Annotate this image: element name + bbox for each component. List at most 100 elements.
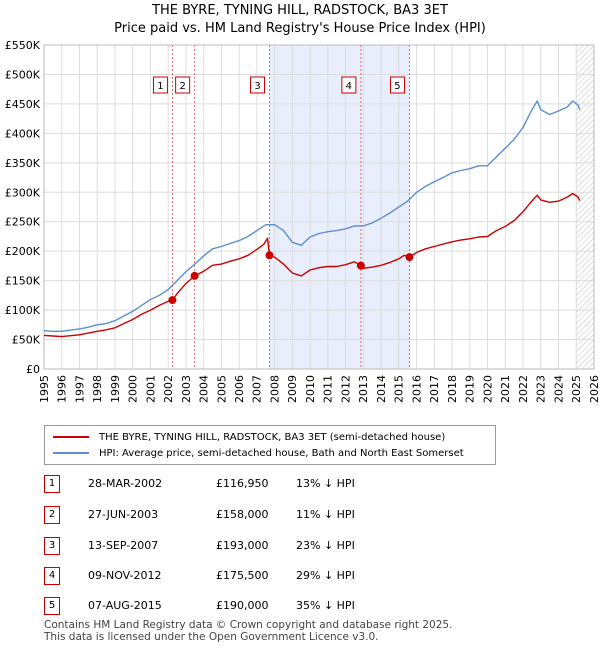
chart-subtitle: Price paid vs. HM Land Registry's House … <box>114 21 486 36</box>
x-tick-label: 2007 <box>251 375 264 403</box>
x-tick-label: 2023 <box>535 375 548 403</box>
transaction-number-badge: 4 <box>44 567 60 585</box>
x-tick-label: 2025 <box>570 375 583 403</box>
hatched-region <box>576 45 594 369</box>
x-tick-label: 2004 <box>198 375 211 403</box>
transaction-number-badge: 3 <box>44 537 60 555</box>
y-tick-label: £250K <box>5 216 41 229</box>
transaction-price: £193,000 <box>216 539 269 552</box>
y-tick-label: £450K <box>5 98 41 111</box>
transaction-price: £116,950 <box>216 477 269 490</box>
y-tick-label: £0 <box>26 363 40 376</box>
y-tick-label: £50K <box>12 334 41 347</box>
y-tick-label: £500K <box>5 68 41 81</box>
legend-label-hpi: HPI: Average price, semi-detached house,… <box>99 447 464 459</box>
transaction-price: £158,000 <box>216 508 269 521</box>
transaction-number-badge: 1 <box>44 475 60 493</box>
transaction-date: 07-AUG-2015 <box>88 599 162 612</box>
x-tick-label: 2015 <box>393 375 406 403</box>
x-tick-label: 2011 <box>322 375 335 403</box>
x-tick-label: 2006 <box>233 375 246 403</box>
sale-label-number: 1 <box>157 81 163 92</box>
x-tick-label: 2024 <box>552 375 565 403</box>
x-tick-label: 2008 <box>268 375 281 403</box>
transaction-row: 4 09-NOV-2012 £175,500 29% ↓ HPI <box>44 567 564 585</box>
y-tick-label: £150K <box>5 275 41 288</box>
x-tick-label: 2016 <box>410 375 423 403</box>
x-tick-label: 1998 <box>91 375 104 403</box>
transaction-number-badge: 2 <box>44 506 60 524</box>
sale-point <box>190 271 199 280</box>
x-tick-label: 2021 <box>499 375 512 403</box>
transaction-hpi-diff: 23% ↓ HPI <box>296 539 355 552</box>
x-tick-label: 2010 <box>304 375 317 403</box>
sale-label-number: 4 <box>346 81 352 92</box>
x-tick-label: 2012 <box>339 375 352 403</box>
sale-label-number: 5 <box>394 81 400 92</box>
chart-legend: THE BYRE, TYNING HILL, RADSTOCK, BA3 3ET… <box>44 425 496 465</box>
legend-item-property: THE BYRE, TYNING HILL, RADSTOCK, BA3 3ET… <box>53 430 445 444</box>
x-tick-label: 2019 <box>464 375 477 403</box>
sale-label-number: 3 <box>254 81 260 92</box>
x-tick-label: 2022 <box>517 375 530 403</box>
legend-swatch-property <box>53 436 89 438</box>
transaction-date: 09-NOV-2012 <box>88 569 162 582</box>
sale-point <box>168 296 177 305</box>
x-tick-label: 1995 <box>38 375 51 403</box>
x-tick-label: 2017 <box>428 375 441 403</box>
y-tick-label: £350K <box>5 157 41 170</box>
x-tick-label: 2000 <box>127 375 140 403</box>
footer-license: This data is licensed under the Open Gov… <box>44 631 379 643</box>
x-tick-label: 1999 <box>109 375 122 403</box>
transaction-date: 28-MAR-2002 <box>88 477 163 490</box>
transaction-row: 5 07-AUG-2015 £190,000 35% ↓ HPI <box>44 597 564 615</box>
transaction-hpi-diff: 29% ↓ HPI <box>296 569 355 582</box>
transaction-hpi-diff: 13% ↓ HPI <box>296 477 355 490</box>
transaction-price: £175,500 <box>216 569 269 582</box>
sale-label-box <box>341 76 357 94</box>
legend-label-property: THE BYRE, TYNING HILL, RADSTOCK, BA3 3ET… <box>99 431 446 443</box>
sale-label-box <box>389 76 405 94</box>
x-tick-label: 2018 <box>446 375 459 403</box>
x-tick-label: 2026 <box>588 375 600 403</box>
y-tick-label: £400K <box>5 127 41 140</box>
sale-point <box>405 253 414 262</box>
transaction-date: 27-JUN-2003 <box>88 508 159 521</box>
x-tick-label: 2005 <box>215 375 228 403</box>
transaction-price: £190,000 <box>216 599 269 612</box>
x-tick-label: 2009 <box>286 375 299 403</box>
x-tick-label: 1996 <box>56 375 69 403</box>
legend-item-hpi: HPI: Average price, semi-detached house,… <box>53 446 464 460</box>
sale-label-number: 2 <box>179 81 185 92</box>
x-tick-label: 2014 <box>375 375 388 403</box>
series-line-hpi <box>43 100 581 332</box>
highlight-region <box>269 45 410 369</box>
price-chart: 1 2 3 4 5 £0 £50K £100K £150K £200K £250K £300K £350… <box>5 39 600 403</box>
x-tick-label: 2020 <box>481 375 494 403</box>
y-tick-label: £100K <box>5 304 41 317</box>
transaction-hpi-diff: 35% ↓ HPI <box>296 599 355 612</box>
footer-copyright: Contains HM Land Registry data © Crown c… <box>44 619 453 631</box>
series-line-property <box>43 192 581 338</box>
y-tick-label: £550K <box>5 39 41 52</box>
legend-swatch-hpi <box>53 452 89 454</box>
sale-label-box <box>250 76 265 94</box>
transaction-row: 3 13-SEP-2007 £193,000 23% ↓ HPI <box>44 537 564 555</box>
transaction-row: 1 28-MAR-2002 £116,950 13% ↓ HPI <box>44 475 564 493</box>
x-tick-label: 2001 <box>144 375 157 403</box>
transaction-hpi-diff: 11% ↓ HPI <box>296 508 355 521</box>
transaction-date: 13-SEP-2007 <box>88 539 159 552</box>
plot-frame <box>43 44 595 370</box>
sale-point <box>265 251 274 260</box>
transaction-row: 2 27-JUN-2003 £158,000 11% ↓ HPI <box>44 506 564 524</box>
x-tick-label: 1997 <box>73 375 86 403</box>
sale-point <box>356 261 365 270</box>
sale-label-box <box>175 76 191 94</box>
y-tick-label: £300K <box>5 186 41 199</box>
sale-label-box <box>152 76 168 94</box>
transaction-number-badge: 5 <box>44 597 60 615</box>
chart-title: THE BYRE, TYNING HILL, RADSTOCK, BA3 3ET <box>152 3 448 18</box>
x-tick-label: 2013 <box>357 375 370 403</box>
x-tick-label: 2002 <box>162 375 175 403</box>
y-tick-label: £200K <box>5 245 41 258</box>
